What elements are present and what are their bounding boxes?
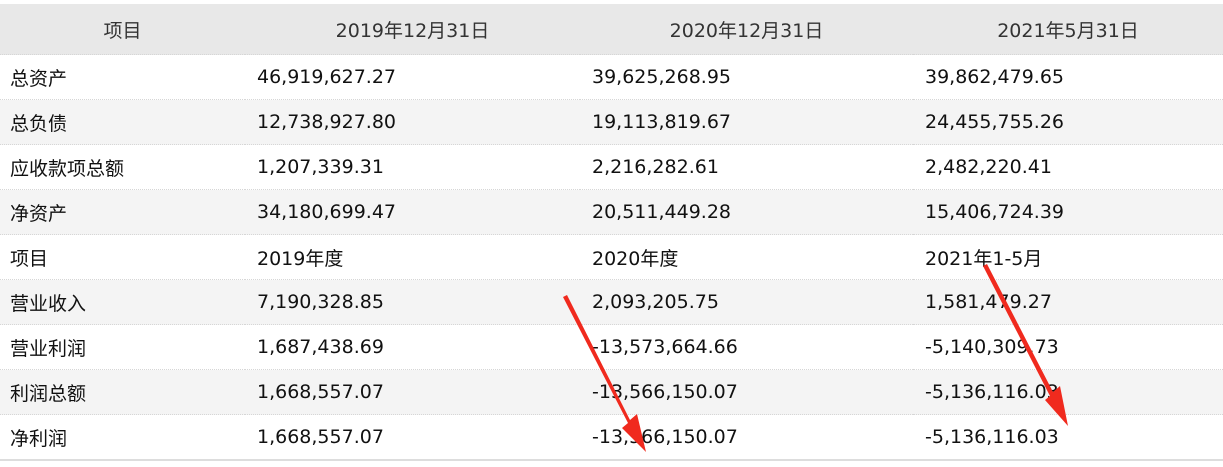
table-row: 项目 2019年度 2020年度 2021年1-5月 — [0, 234, 1223, 280]
header-item: 项目 — [0, 4, 245, 55]
table-row: 总负债 12,738,927.80 19,113,819.67 24,455,755.… — [0, 99, 1223, 145]
cell-value: 1,207,339.31 — [245, 144, 580, 190]
row-label: 营业收入 — [0, 279, 245, 325]
cell-value: 12,738,927.80 — [245, 99, 580, 145]
cell-value: 24,455,755.26 — [913, 99, 1223, 145]
row-label: 项目 — [0, 234, 245, 280]
cell-value: 2,093,205.75 — [580, 279, 913, 325]
cell-value: 2021年1-5月 — [913, 234, 1223, 280]
header-2021: 2021年5月31日 — [913, 4, 1223, 55]
cell-value: 39,625,268.95 — [580, 54, 913, 100]
cell-value: -5,140,309.73 — [913, 324, 1223, 370]
table-row: 净利润 1,668,557.07 -13,566,150.07 -5,136,116.… — [0, 414, 1223, 461]
row-label: 总负债 — [0, 99, 245, 145]
row-label: 利润总额 — [0, 369, 245, 415]
row-label: 净资产 — [0, 189, 245, 235]
cell-value: 2,482,220.41 — [913, 144, 1223, 190]
row-label: 营业利润 — [0, 324, 245, 370]
financial-table: 项目 2019年12月31日 2020年12月31日 2021年5月31日 总资… — [0, 4, 1223, 461]
table-header-row: 项目 2019年12月31日 2020年12月31日 2021年5月31日 — [0, 4, 1223, 55]
cell-value: 2019年度 — [245, 234, 580, 280]
cell-value: 46,919,627.27 — [245, 54, 580, 100]
cell-value: 19,113,819.67 — [580, 99, 913, 145]
table-row: 净资产 34,180,699.47 20,511,449.28 15,406,724.… — [0, 189, 1223, 235]
cell-value: -13,573,664.66 — [580, 324, 913, 370]
header-2020: 2020年12月31日 — [580, 4, 913, 55]
row-label: 应收款项总额 — [0, 144, 245, 190]
cell-value: 1,581,479.27 — [913, 279, 1223, 325]
cell-value: 1,668,557.07 — [245, 414, 580, 461]
cell-value: 7,190,328.85 — [245, 279, 580, 325]
table-row: 总资产 46,919,627.27 39,625,268.95 39,862,479.… — [0, 54, 1223, 100]
cell-value: 1,687,438.69 — [245, 324, 580, 370]
cell-value: 1,668,557.07 — [245, 369, 580, 415]
cell-value: 39,862,479.65 — [913, 54, 1223, 100]
cell-value: 20,511,449.28 — [580, 189, 913, 235]
cell-value: -13,566,150.07 — [580, 369, 913, 415]
table-row: 应收款项总额 1,207,339.31 2,216,282.61 2,482,220.… — [0, 144, 1223, 190]
cell-value: 34,180,699.47 — [245, 189, 580, 235]
row-label: 总资产 — [0, 54, 245, 100]
table-row: 营业收入 7,190,328.85 2,093,205.75 1,581,479.27 — [0, 279, 1223, 325]
cell-value: 2,216,282.61 — [580, 144, 913, 190]
table-row: 营业利润 1,687,438.69 -13,573,664.66 -5,140,309… — [0, 324, 1223, 370]
table-row: 利润总额 1,668,557.07 -13,566,150.07 -5,136,116… — [0, 369, 1223, 415]
cell-value: -5,136,116.03 — [913, 369, 1223, 415]
cell-value: -5,136,116.03 — [913, 414, 1223, 461]
header-2019: 2019年12月31日 — [245, 4, 580, 55]
cell-value: 2020年度 — [580, 234, 913, 280]
cell-value: -13,566,150.07 — [580, 414, 913, 461]
row-label: 净利润 — [0, 414, 245, 461]
cell-value: 15,406,724.39 — [913, 189, 1223, 235]
